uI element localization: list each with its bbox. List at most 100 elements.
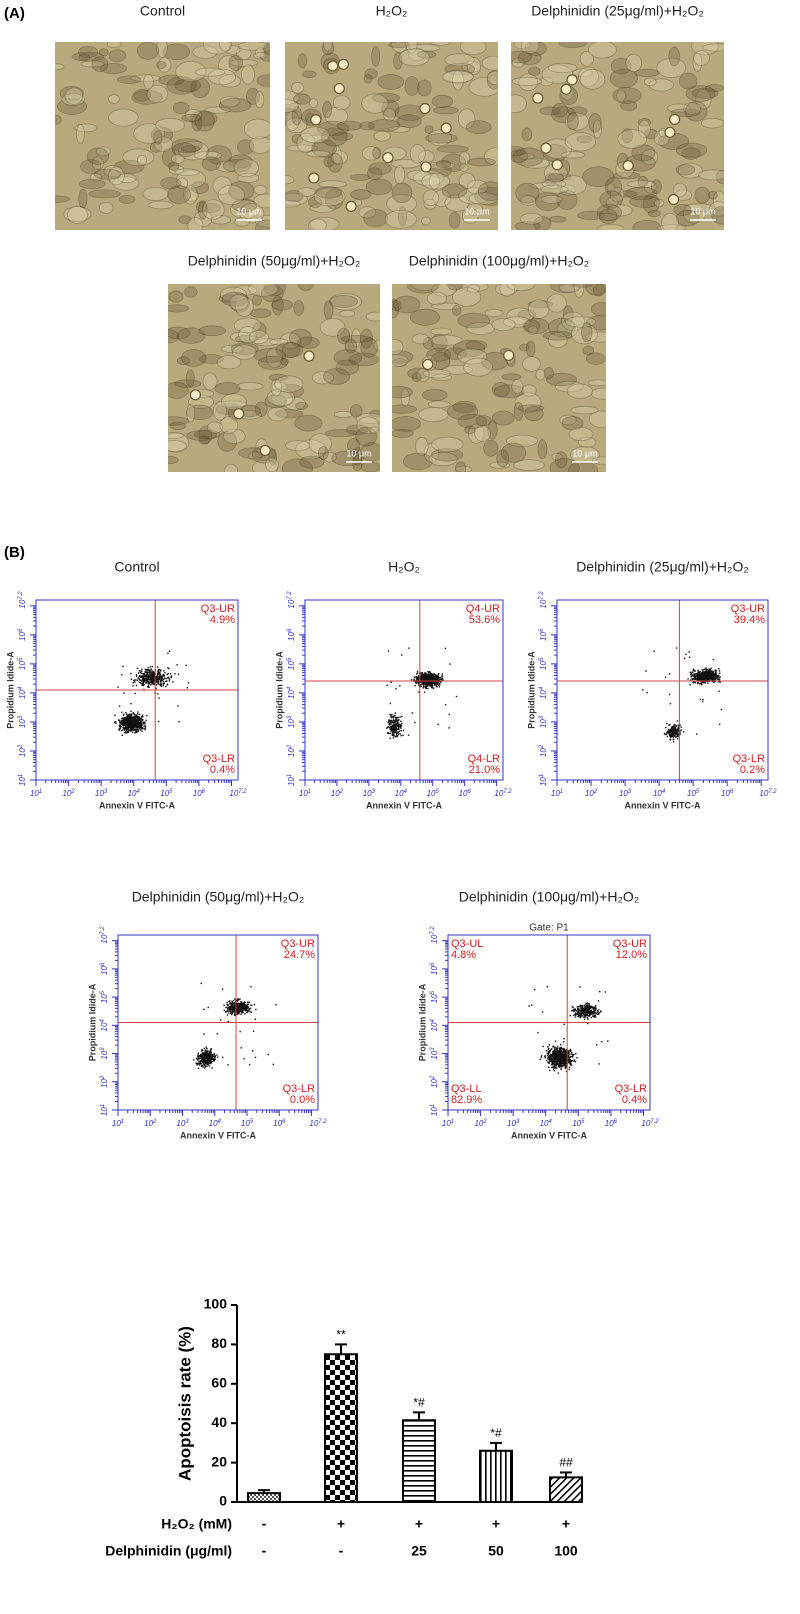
event-dot xyxy=(219,1019,222,1021)
event-dot xyxy=(710,667,712,669)
event-dot xyxy=(168,667,170,670)
event-dot xyxy=(432,673,435,675)
cell xyxy=(625,186,658,201)
event-dot xyxy=(125,732,127,734)
cell xyxy=(517,50,542,66)
cell xyxy=(221,344,245,353)
cell xyxy=(232,344,257,360)
event-dot xyxy=(202,1061,204,1064)
cell xyxy=(61,93,86,106)
event-dot xyxy=(137,723,139,725)
event-dot xyxy=(398,730,401,732)
event-dot xyxy=(708,671,710,674)
cell xyxy=(168,456,179,465)
event-dot xyxy=(703,675,705,677)
event-dot xyxy=(146,672,148,675)
event-dot xyxy=(432,674,435,677)
event-dot xyxy=(717,676,720,678)
cell xyxy=(235,335,259,344)
event-dot xyxy=(694,676,697,678)
cell xyxy=(228,180,255,201)
cell xyxy=(567,461,599,472)
tick-exp: 6 xyxy=(539,628,545,632)
cell xyxy=(425,133,458,144)
event-dot xyxy=(387,726,390,728)
event-dot xyxy=(400,654,403,656)
event-dot xyxy=(148,676,150,679)
cell xyxy=(274,409,304,419)
event-dot xyxy=(207,1057,209,1060)
cell xyxy=(229,58,258,67)
event-dot xyxy=(432,687,435,690)
event-dot xyxy=(128,717,131,719)
cell xyxy=(156,60,167,69)
event-dot xyxy=(244,1004,246,1006)
tick-exp: 7.2 xyxy=(100,926,106,935)
tick-exp: 1 xyxy=(560,789,563,795)
cell xyxy=(685,85,716,102)
event-dot xyxy=(710,671,712,673)
event-dot xyxy=(557,1072,560,1074)
cell xyxy=(421,389,448,401)
event-dot xyxy=(438,684,440,686)
cell xyxy=(266,347,284,368)
cell xyxy=(554,380,584,393)
event-dot xyxy=(203,1008,205,1011)
event-dot xyxy=(252,1030,255,1033)
cell xyxy=(548,62,578,73)
axis-tick-label: 106 xyxy=(539,628,549,641)
event-dot xyxy=(717,681,720,683)
event-dot xyxy=(416,672,419,674)
event-dot xyxy=(713,674,715,676)
tick-exp: 2 xyxy=(152,1119,157,1125)
cell xyxy=(285,190,304,203)
cell xyxy=(246,87,260,105)
event-dot xyxy=(420,672,422,674)
cell xyxy=(168,440,188,452)
cell xyxy=(596,203,622,222)
event-dot xyxy=(135,731,138,733)
panel-label: (B) xyxy=(4,544,25,561)
cell xyxy=(274,375,304,393)
cell xyxy=(172,101,190,115)
cell xyxy=(184,286,198,298)
event-dot xyxy=(229,1005,232,1008)
round-cell xyxy=(540,142,552,154)
cell xyxy=(585,315,606,331)
event-dot xyxy=(707,669,710,672)
cell xyxy=(150,126,174,144)
event-dot xyxy=(665,733,668,736)
cell xyxy=(621,128,633,144)
axis-tick-label: 101 xyxy=(30,789,42,799)
event-dot xyxy=(399,716,401,718)
cell xyxy=(386,193,418,214)
event-dot xyxy=(229,1007,231,1009)
event-dot xyxy=(441,677,443,679)
cell xyxy=(213,401,227,421)
cell xyxy=(248,330,269,345)
event-dot xyxy=(419,676,422,678)
axis-tick-label: 107.2 xyxy=(287,591,297,609)
event-dot xyxy=(250,1011,253,1013)
event-dot xyxy=(231,1008,233,1010)
cell xyxy=(524,317,550,335)
tick-exp: 2 xyxy=(339,789,344,795)
event-dot xyxy=(394,728,397,731)
event-dot xyxy=(439,679,441,681)
event-dot xyxy=(422,673,425,676)
cell xyxy=(558,284,580,293)
event-dot xyxy=(224,1010,227,1013)
event-dot xyxy=(437,676,439,678)
event-dot xyxy=(206,1059,208,1062)
axis-tick-label: 102 xyxy=(62,789,75,799)
event-dot xyxy=(674,733,676,735)
event-dot xyxy=(705,672,708,674)
tick-base: 10 xyxy=(539,599,548,608)
cell xyxy=(270,378,282,397)
tick-base: 10 xyxy=(427,789,436,798)
cell xyxy=(271,295,284,316)
event-dot xyxy=(711,673,713,675)
x-axis-label: Annexin V FITC-A xyxy=(99,800,175,810)
cell xyxy=(590,301,606,317)
